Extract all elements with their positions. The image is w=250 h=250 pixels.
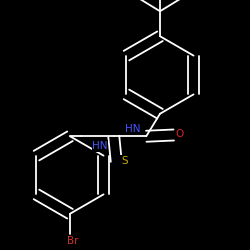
- Text: HN: HN: [92, 141, 108, 151]
- Text: Br: Br: [67, 236, 78, 246]
- Text: S: S: [121, 156, 128, 166]
- Text: HN: HN: [125, 124, 140, 134]
- Text: O: O: [175, 129, 184, 139]
